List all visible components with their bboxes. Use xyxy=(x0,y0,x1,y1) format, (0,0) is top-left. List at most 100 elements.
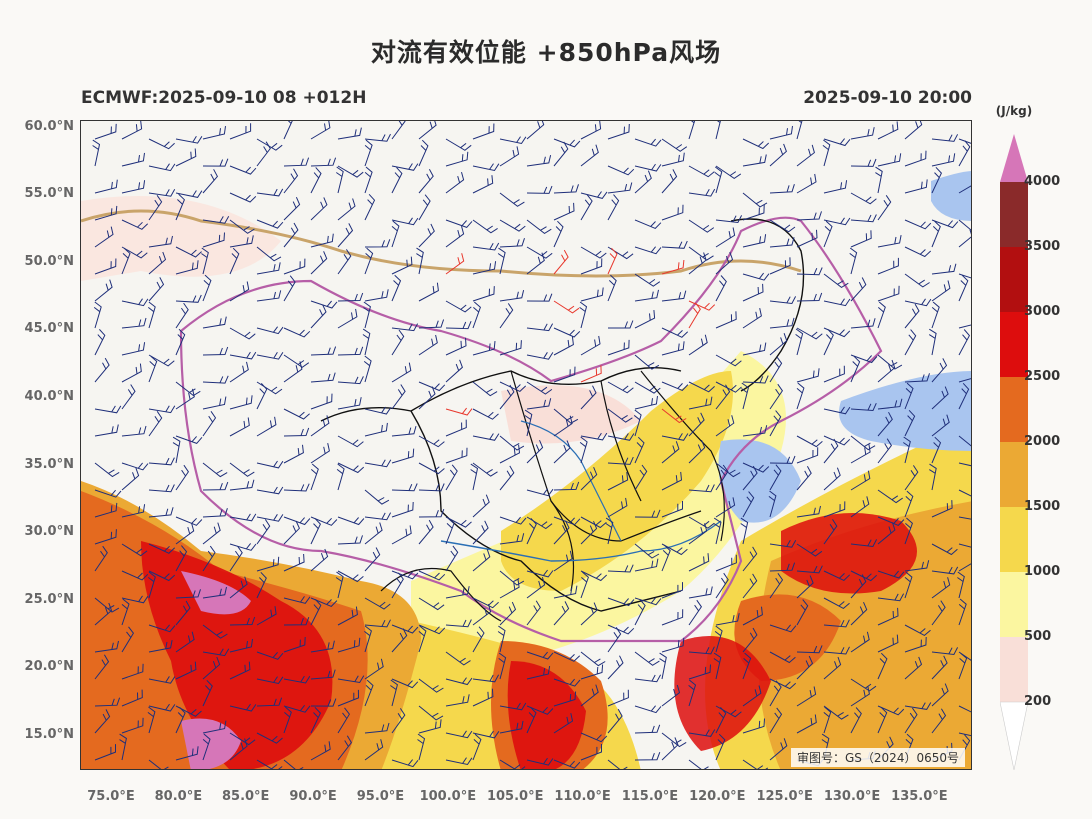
wind-barb xyxy=(526,651,554,660)
wind-barb xyxy=(850,277,867,302)
wind-barb xyxy=(499,219,526,232)
wind-barb xyxy=(283,704,311,713)
wind-barb xyxy=(553,481,580,491)
wind-barb xyxy=(580,664,604,680)
wind-barb xyxy=(121,543,148,557)
wind-barb xyxy=(742,491,755,518)
wind-barb xyxy=(363,301,371,329)
wind-barb xyxy=(769,539,797,548)
wind-barb xyxy=(877,522,896,545)
wind-barb xyxy=(607,433,635,441)
wind-barb xyxy=(607,339,630,356)
wind-barb xyxy=(850,158,877,167)
wind-barb xyxy=(121,219,149,230)
wind-barb xyxy=(931,358,948,383)
wind-barb xyxy=(633,409,642,437)
wind-barb xyxy=(499,533,525,545)
wind-barb xyxy=(121,504,146,518)
wind-barb xyxy=(607,381,634,394)
colorbar-tick-label: 1000 xyxy=(1024,564,1061,579)
wind-barb xyxy=(445,300,472,313)
map-panel[interactable]: 审图号：GS（2024）0650号 xyxy=(80,120,972,770)
wind-barb xyxy=(634,138,662,147)
wind-barb xyxy=(580,467,598,491)
wind-barb xyxy=(229,543,257,551)
wind-barb xyxy=(553,202,575,221)
wind-barb xyxy=(364,512,392,521)
wind-barb xyxy=(499,720,524,734)
wind-barb xyxy=(958,543,971,548)
wind-barb xyxy=(634,310,656,329)
wind-barb xyxy=(283,354,310,368)
wind-barb xyxy=(850,127,875,140)
wind-barb xyxy=(364,739,384,761)
wind-barb xyxy=(579,436,588,464)
wind-barb xyxy=(742,462,770,473)
wind-barb xyxy=(418,139,429,167)
wind-barb xyxy=(310,741,331,761)
wind-barb xyxy=(715,227,736,248)
wind-barb xyxy=(445,694,470,707)
wind-barb xyxy=(553,691,577,707)
wind-barb xyxy=(337,570,364,583)
wind-barb xyxy=(823,705,849,720)
wind-barb xyxy=(796,292,823,302)
wind-barb xyxy=(877,438,893,464)
wind-barb xyxy=(768,490,777,518)
wind-barb xyxy=(202,316,227,329)
wind-barb xyxy=(335,571,344,599)
wind-barb xyxy=(283,706,292,734)
wind-barb xyxy=(202,679,213,707)
wind-barb xyxy=(931,436,942,464)
wind-barb xyxy=(229,661,251,680)
wind-barb xyxy=(337,707,351,734)
lat-tick-label: 60.0°N xyxy=(24,118,74,134)
wind-barb xyxy=(94,205,118,221)
wind-barb xyxy=(877,411,893,437)
wind-barb xyxy=(364,133,391,142)
wind-barb xyxy=(229,219,255,234)
wind-barb xyxy=(661,543,688,556)
lon-tick-label: 110.0°E xyxy=(554,789,611,804)
wind-barb xyxy=(418,435,445,448)
wind-barb xyxy=(310,516,338,526)
wind-barb xyxy=(337,308,358,329)
wind-barb xyxy=(580,516,607,529)
wind-barb xyxy=(769,678,797,690)
wind-barb xyxy=(147,706,156,734)
wind-barb xyxy=(202,656,221,680)
wind-barb xyxy=(607,194,620,221)
wind-barb xyxy=(148,251,167,275)
wind-barb xyxy=(850,192,877,205)
wind-barb xyxy=(796,686,817,707)
wind-barb xyxy=(202,624,228,639)
wind-barb xyxy=(499,340,522,356)
wind-barb xyxy=(958,705,971,713)
wind-barb xyxy=(310,167,322,194)
wind-barb xyxy=(499,444,521,464)
wind-barb xyxy=(769,738,788,761)
wind-barb xyxy=(742,627,758,653)
wind-barb xyxy=(94,654,110,680)
wind-barb xyxy=(175,516,203,526)
wind-barb xyxy=(713,652,722,680)
wind-barb xyxy=(362,328,371,356)
wind-barb xyxy=(607,497,628,518)
wind-barb xyxy=(661,433,689,441)
wind-barb xyxy=(472,286,495,302)
wind-barb xyxy=(796,267,823,276)
wind-barb xyxy=(256,141,271,167)
wind-barb xyxy=(742,425,768,437)
wind-barb xyxy=(526,154,552,167)
wind-barb xyxy=(175,435,203,444)
wind-barb xyxy=(742,652,752,680)
wind-barb xyxy=(931,166,942,194)
wind-barb xyxy=(418,223,435,248)
wind-barb xyxy=(769,333,788,356)
wind-barb xyxy=(661,169,678,194)
wind-barb xyxy=(661,441,680,464)
wind-barb xyxy=(391,624,419,634)
wind-barb xyxy=(850,230,872,248)
wind-barb xyxy=(175,148,197,167)
wind-barb xyxy=(877,354,903,370)
